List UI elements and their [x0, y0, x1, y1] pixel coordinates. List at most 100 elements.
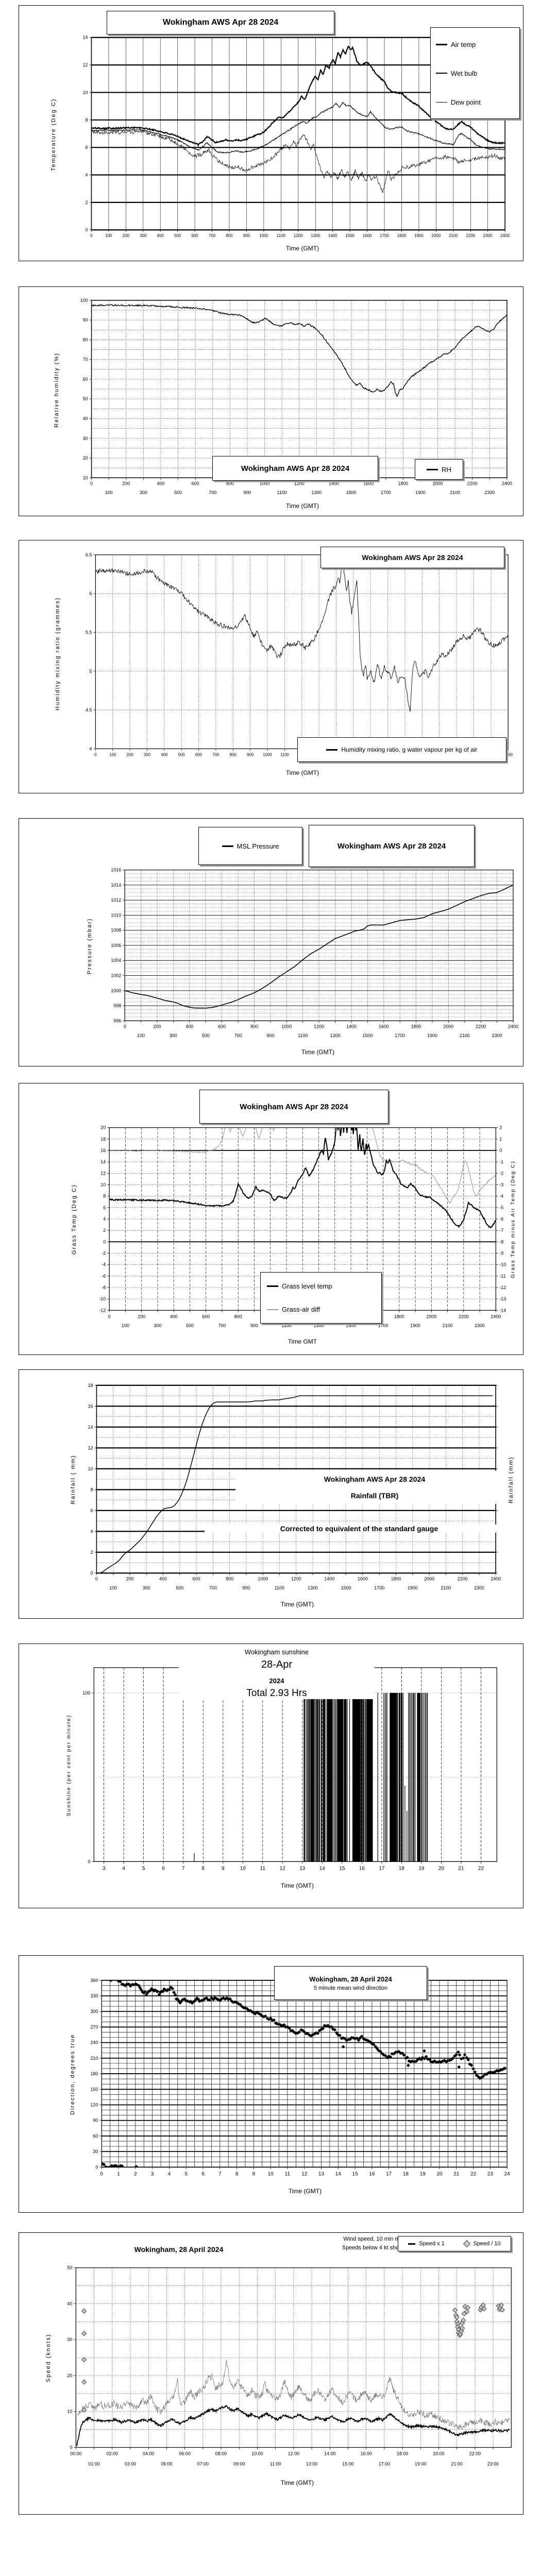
svg-text:1006: 1006 [111, 943, 121, 948]
svg-text:-2: -2 [102, 1250, 106, 1256]
svg-text:800: 800 [226, 1576, 233, 1581]
y-axis-title: Speed (knots) [45, 2333, 52, 2383]
legend-box: Speed x 1 Speed / 10 [398, 2236, 511, 2251]
svg-text:200: 200 [126, 1576, 133, 1581]
svg-text:2300: 2300 [484, 490, 495, 495]
legend-box: Humidity mixing ratio, g water vapour pe… [297, 737, 506, 762]
svg-text:23:00: 23:00 [487, 2461, 499, 2466]
svg-text:300: 300 [154, 1323, 161, 1328]
svg-text:2: 2 [85, 200, 88, 205]
legend-label: Grass level temp [282, 1282, 332, 1290]
svg-text:10: 10 [100, 1182, 106, 1187]
svg-text:-8: -8 [102, 1285, 106, 1290]
svg-text:19: 19 [420, 2171, 426, 2177]
svg-text:09:00: 09:00 [233, 2461, 245, 2466]
svg-text:4: 4 [90, 1529, 93, 1534]
svg-text:12: 12 [280, 1866, 286, 1871]
svg-text:100: 100 [122, 1323, 129, 1328]
svg-text:120: 120 [90, 2102, 98, 2107]
wspd-gridlines [75, 2267, 512, 2448]
svg-text:4: 4 [85, 173, 88, 178]
svg-text:03:00: 03:00 [125, 2461, 136, 2466]
svg-text:1700: 1700 [378, 1323, 388, 1328]
svg-text:300: 300 [143, 1585, 150, 1590]
mix-tick-labels: 0100200300400500600700800900100011001200… [86, 552, 513, 757]
svg-text:1800: 1800 [391, 1576, 401, 1581]
svg-text:700: 700 [209, 233, 216, 238]
svg-text:200: 200 [126, 752, 133, 757]
svg-text:5: 5 [142, 1866, 145, 1871]
pressure-plot: 0 100 200 300 400 500 600 700 800 900 1000 1100 1200… [111, 868, 518, 1039]
svg-text:-9: -9 [499, 1250, 503, 1256]
svg-text:2400: 2400 [503, 752, 513, 757]
y2-axis-title: Grass Temp minus Air Temp (Deg C) [510, 1160, 516, 1279]
svg-text:11: 11 [260, 1866, 266, 1871]
svg-text:19:00: 19:00 [415, 2461, 426, 2466]
y-axis-title: Rainfall ( mm) [70, 1454, 76, 1505]
svg-text:18: 18 [403, 2171, 409, 2177]
svg-text:14: 14 [82, 35, 88, 40]
svg-text:900: 900 [243, 233, 250, 238]
svg-text:4: 4 [122, 1866, 125, 1871]
svg-text:900: 900 [250, 1323, 258, 1328]
temp-series-air [91, 45, 505, 147]
svg-text:14: 14 [88, 1425, 93, 1430]
wspd-series-max-gust [77, 2360, 510, 2430]
y-axis-title: Direction, degrees true [70, 2033, 76, 2115]
sunshine-year: 2024 [269, 1677, 284, 1685]
svg-text:2400: 2400 [500, 233, 510, 238]
svg-text:600: 600 [191, 233, 198, 238]
chart-title: Wokingham, 28 April 2024 [91, 2245, 266, 2253]
svg-text:-1: -1 [499, 1159, 503, 1164]
svg-text:400: 400 [157, 481, 165, 486]
sunshine-plot: 3 4 5 6 7 8 9 10 11 12 13 14 15 16 17 18 19 20 21 22 0 100 [82, 1667, 497, 1871]
svg-text:700: 700 [212, 752, 219, 757]
x-axis-title: Time (GMT) [280, 2479, 314, 2486]
svg-text:800: 800 [234, 1314, 242, 1319]
y-axis-title: Relative humidity (%) [54, 352, 60, 428]
svg-text:1500: 1500 [346, 490, 357, 495]
svg-text:1004: 1004 [111, 958, 121, 963]
svg-text:8: 8 [85, 117, 88, 123]
chart-title: Wokingham AWS Apr 28 2024 [240, 1102, 348, 1111]
svg-text:10:00: 10:00 [251, 2451, 263, 2456]
svg-text:06:00: 06:00 [179, 2451, 190, 2456]
svg-text:0: 0 [103, 1239, 106, 1244]
svg-text:2100: 2100 [441, 1585, 451, 1590]
svg-text:2000: 2000 [426, 1314, 436, 1319]
svg-text:500: 500 [174, 490, 182, 495]
svg-text:6.5: 6.5 [86, 552, 92, 557]
svg-text:600: 600 [218, 1024, 226, 1029]
svg-text:6: 6 [162, 1866, 165, 1871]
svg-text:1800: 1800 [397, 233, 407, 238]
legend-label: Dew point [451, 98, 481, 106]
svg-text:-2: -2 [499, 1171, 503, 1176]
legend-box: Air temp Wet bulb Dew point [430, 27, 520, 119]
air-temp-line-icon [436, 43, 447, 45]
y-axis-title: Humidity mixing ratio (grammes) [55, 597, 61, 711]
chart-subtitle: 5 minute mean wind direction [313, 1985, 388, 1991]
svg-text:15: 15 [339, 1866, 345, 1871]
svg-text:2: 2 [134, 2171, 137, 2177]
svg-text:100: 100 [109, 752, 116, 757]
svg-text:21: 21 [453, 2171, 460, 2177]
svg-text:17: 17 [379, 1866, 385, 1871]
svg-text:360: 360 [90, 1978, 98, 1983]
svg-text:100: 100 [105, 490, 113, 495]
legend-item-grass-temp: Grass level temp [267, 1282, 375, 1290]
svg-text:30: 30 [93, 2149, 98, 2154]
y-axis-title: Temperature (Deg C) [50, 98, 57, 171]
svg-text:10: 10 [67, 2409, 72, 2414]
svg-text:-6: -6 [499, 1216, 503, 1222]
svg-text:500: 500 [202, 1033, 210, 1038]
svg-text:1012: 1012 [111, 897, 121, 903]
chart-mixing-ratio: 0100200300400500600700800900100011001200… [19, 540, 523, 793]
svg-text:19: 19 [418, 1866, 425, 1871]
svg-text:8: 8 [103, 1194, 106, 1199]
rh-series-rh [91, 303, 507, 398]
svg-text:1300: 1300 [311, 490, 322, 495]
svg-text:2200: 2200 [459, 1314, 469, 1319]
svg-text:12: 12 [88, 1445, 93, 1450]
svg-text:600: 600 [193, 1576, 200, 1581]
svg-text:70: 70 [83, 357, 88, 362]
